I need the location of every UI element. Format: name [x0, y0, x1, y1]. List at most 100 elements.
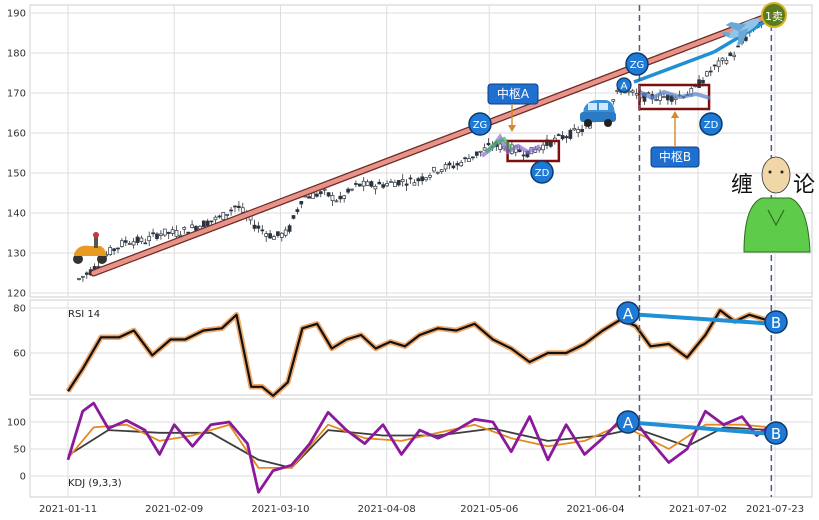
- candle-body: [139, 237, 144, 242]
- candle-body: [334, 200, 339, 203]
- candle-body: [155, 233, 159, 239]
- zd-marker-b: ZD: [699, 112, 723, 136]
- candle-body: [404, 183, 409, 186]
- price-y-tick: 180: [7, 49, 26, 60]
- x-tick-label: 2021-05-06: [460, 504, 518, 515]
- candle-body: [615, 90, 620, 92]
- candle-body: [443, 164, 448, 170]
- candle-body: [439, 169, 444, 172]
- candle-body: [143, 242, 148, 245]
- candle-body: [354, 183, 358, 185]
- trend-band: [91, 12, 774, 276]
- candle-body: [365, 181, 370, 186]
- candle-body: [744, 36, 748, 41]
- zhongshu-b-callout: 中枢B: [650, 111, 700, 168]
- candle-body: [408, 177, 413, 180]
- candle-body: [705, 71, 709, 77]
- candle-body: [396, 180, 401, 186]
- candle-body: [568, 129, 573, 139]
- candle-body: [217, 215, 222, 218]
- candle-body: [151, 232, 155, 235]
- kdj-divergence-line: [639, 421, 772, 436]
- x-tick-label: 2021-04-08: [358, 504, 416, 515]
- candle-body: [84, 272, 89, 275]
- candle-body: [170, 229, 175, 234]
- candle-body: [159, 233, 163, 236]
- candle-body: [260, 229, 265, 232]
- candle-body: [279, 232, 284, 238]
- candle-body: [482, 147, 487, 151]
- car-icon: [580, 100, 616, 127]
- candle-body: [311, 192, 315, 199]
- series-lines: [65, 11, 775, 494]
- candle-body: [295, 209, 300, 212]
- candle-body: [162, 228, 167, 236]
- zhongshu-a-strokes-green: [484, 136, 514, 154]
- candle-body: [221, 212, 226, 220]
- candle-body: [237, 205, 241, 208]
- candle-body: [342, 195, 347, 199]
- candle-body: [369, 181, 374, 187]
- candle-body: [299, 200, 304, 205]
- candle-body: [416, 178, 421, 182]
- candle-body: [580, 128, 584, 133]
- zhongshu-b-strokes: [639, 89, 711, 101]
- candle-body: [229, 209, 233, 212]
- candle-body: [116, 247, 120, 250]
- candle-body: [373, 185, 378, 190]
- candle-body: [420, 176, 425, 182]
- price-y-tick: 160: [7, 129, 26, 140]
- candle-body: [205, 220, 210, 227]
- candle-body: [697, 79, 701, 88]
- candle-body: [451, 165, 456, 169]
- candle-body: [630, 90, 635, 93]
- candle-body: [346, 188, 350, 193]
- zg-marker-a: ZG: [468, 112, 492, 136]
- a-marker-price-text: A: [621, 81, 628, 92]
- kdj-y-tick: 0: [20, 472, 26, 483]
- kdj-point-a: A: [616, 410, 640, 434]
- candle-body: [474, 151, 479, 156]
- candle-body: [463, 157, 467, 160]
- x-tick-label: 2021-02-09: [145, 504, 203, 515]
- candle-body: [385, 183, 389, 187]
- candle-body: [291, 215, 296, 219]
- rsi-panel-label: RSI 14: [68, 309, 100, 320]
- zg-marker-b-text: ZG: [630, 60, 645, 71]
- candle-body: [486, 142, 491, 146]
- candle-body: [322, 188, 327, 191]
- watermark-right-char: 论: [793, 173, 815, 198]
- price-y-tick: 170: [7, 89, 26, 100]
- candle-body: [268, 233, 272, 239]
- candle-body: [174, 230, 179, 237]
- kdj-y-tick: 50: [13, 445, 26, 456]
- rsi-y-tick: 80: [13, 304, 26, 315]
- candle-body: [233, 205, 237, 208]
- candle-body: [81, 275, 85, 278]
- rsi-line: [67, 309, 772, 397]
- candle-body: [712, 64, 717, 67]
- candle-body: [287, 225, 292, 232]
- candle-body: [326, 192, 331, 197]
- candle-body: [393, 181, 397, 187]
- x-tick-label: 2021-01-11: [39, 504, 97, 515]
- airplane-icon: [721, 18, 760, 46]
- sell1-marker-text: 1卖: [765, 10, 783, 23]
- price-y-tick: 190: [7, 9, 26, 20]
- zhongshu-b-label: 中枢B: [659, 149, 691, 164]
- candle-body: [572, 128, 577, 131]
- scooter-icon: [73, 232, 107, 264]
- candle-body: [350, 188, 354, 191]
- x-tick-label: 2021-06-04: [566, 504, 624, 515]
- kdj-point-b-text: B: [771, 425, 781, 443]
- candle-body: [182, 227, 187, 230]
- candle-body: [560, 135, 565, 140]
- candle-body: [240, 207, 245, 213]
- price-y-tick: 120: [7, 289, 26, 300]
- candle-body: [330, 195, 335, 201]
- candle-body: [478, 150, 483, 153]
- x-tick-label: 2021-07-23: [746, 504, 804, 515]
- price-y-tick: 140: [7, 209, 26, 220]
- rsi-y-tick: 60: [13, 349, 26, 360]
